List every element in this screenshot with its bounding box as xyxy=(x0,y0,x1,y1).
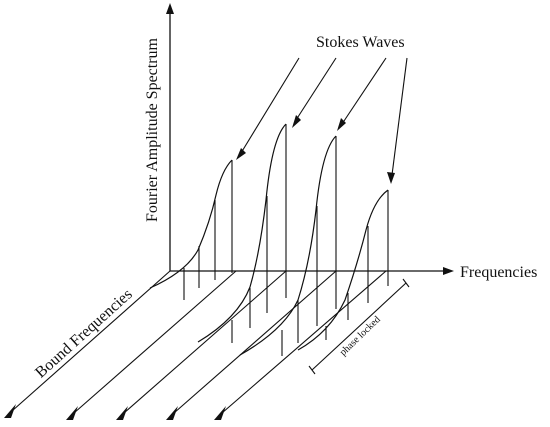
bound-frequency-axis-arrowhead xyxy=(4,404,16,418)
pointer-to-spectrum-1 xyxy=(240,57,300,154)
depth-ray-1 xyxy=(73,270,237,414)
stokes-waves-label: Stokes Waves xyxy=(316,34,405,51)
depth-ray-1-arrowhead xyxy=(66,406,78,420)
stokes-spectrum-4 xyxy=(297,189,389,351)
bracket-line xyxy=(311,282,407,371)
bracket-tick-lower xyxy=(308,365,316,375)
amplitude-axis-arrowhead xyxy=(166,3,174,14)
pointer-to-spectrum-2 xyxy=(295,57,337,121)
pointer-3-arrowhead xyxy=(337,118,346,131)
frequencies-axis-label: Frequencies xyxy=(460,264,537,281)
phase-locked-label: phase locked xyxy=(338,314,383,358)
phase-locked-bracket: phase locked xyxy=(308,278,410,375)
spectrum-4-envelope xyxy=(297,189,389,351)
depth-ray-4-arrowhead xyxy=(214,406,226,420)
bound-frequencies-axis-label: Bound Frequencies xyxy=(32,286,136,382)
depth-ray-2-arrowhead xyxy=(116,406,128,420)
stokes-spectrum-2 xyxy=(197,123,287,343)
stokes-waves-pointers xyxy=(236,57,408,184)
frequency-axis-arrowhead xyxy=(443,267,454,275)
amplitude-axis-label: Fourier Amplitude Spectrum xyxy=(144,37,161,222)
stokes-spectrum-1 xyxy=(149,159,233,300)
bound-frequency-axis xyxy=(11,270,171,412)
depth-ray-3 xyxy=(173,270,337,414)
bound-frequency-rays xyxy=(4,270,387,420)
pointer-1-arrowhead xyxy=(236,148,246,160)
depth-ray-3-arrowhead xyxy=(166,406,178,420)
pointer-to-spectrum-4 xyxy=(391,57,408,176)
spectrum-1-envelope xyxy=(149,159,233,289)
bracket-tick-upper xyxy=(402,278,410,288)
pointer-4-arrowhead xyxy=(387,172,395,184)
stokes-spectrum-3 xyxy=(239,135,337,356)
spectrum-2-envelope xyxy=(197,123,287,343)
spectrum-3-envelope xyxy=(239,135,337,356)
depth-ray-2 xyxy=(123,270,287,414)
depth-ray-4 xyxy=(221,270,387,414)
pointer-2-arrowhead xyxy=(292,115,301,128)
pointer-to-spectrum-3 xyxy=(341,57,387,125)
